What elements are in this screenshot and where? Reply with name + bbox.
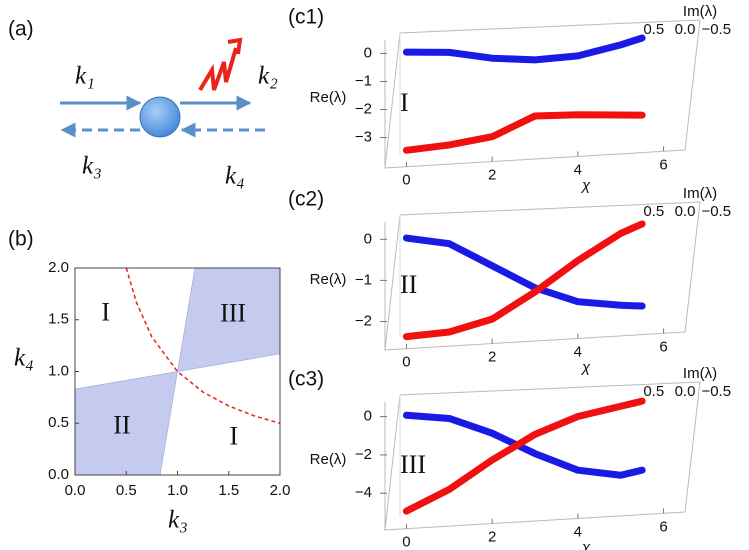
curve: [402, 397, 646, 515]
y-tick-label: 0: [364, 230, 372, 247]
k-label: k₁: [75, 63, 95, 90]
box: [384, 381, 701, 531]
curve: [402, 220, 646, 341]
y-tick-label: −1: [355, 72, 372, 89]
x-axis-label: χ: [580, 359, 591, 376]
panel-label: (a): [8, 18, 34, 41]
z-axis-label: Im(λ): [683, 185, 717, 202]
curve: [125, 267, 281, 424]
y-tick-label: −2: [355, 446, 372, 463]
box: [384, 201, 701, 351]
z-tick-label: 0.5: [643, 21, 664, 38]
y-tick-label: −2: [355, 312, 372, 329]
z-tick-label: 0.5: [643, 203, 664, 220]
y-tick-label: 0.0: [48, 466, 69, 483]
region-label: III: [400, 450, 426, 479]
x-tick-label: 1.0: [167, 482, 188, 499]
z-axis-label: Im(λ): [683, 365, 717, 382]
x-tick-label: 2: [488, 167, 496, 184]
z-tick-label: −0.5: [701, 21, 731, 38]
k-label: k₃: [82, 153, 102, 180]
y-tick-label: −4: [355, 484, 372, 501]
x-tick-label: 4: [574, 523, 582, 540]
z-tick-label: −0.5: [701, 203, 731, 220]
z-tick-label: 0.0: [675, 21, 696, 38]
photon: [198, 37, 243, 92]
z-axis-label: Im(λ): [683, 3, 717, 20]
box: [384, 19, 701, 169]
x-tick-label: 0: [402, 172, 410, 189]
region-label: I: [230, 422, 239, 451]
x-tick-label: 0: [402, 534, 410, 550]
panel-label: (c2): [288, 188, 324, 211]
y-tick-label: 0.5: [48, 414, 69, 431]
y-tick-label: −3: [355, 129, 372, 146]
curve: [402, 111, 646, 154]
x-tick-label: 2.0: [270, 482, 291, 499]
x-tick-label: 4: [574, 343, 582, 360]
z-tick-label: 0.5: [643, 383, 664, 400]
x-tick-label: 1.5: [218, 482, 239, 499]
y-axis-label: k₄: [14, 345, 34, 372]
x-tick-label: 0.5: [116, 482, 137, 499]
x-tick-label: 6: [659, 156, 667, 173]
x-tick-label: 4: [574, 161, 582, 178]
x-tick-label: 0.0: [65, 482, 86, 499]
curve: [402, 34, 646, 64]
x-tick-label: 6: [659, 518, 667, 535]
y-tick-label: 1.5: [48, 311, 69, 328]
x-axis-label: χ: [580, 177, 591, 194]
region-label: III: [220, 298, 246, 327]
curve: [402, 411, 646, 479]
x-tick-label: 0: [402, 354, 410, 371]
y-axis-label: Re(λ): [310, 271, 347, 288]
k-label: k₄: [225, 163, 245, 190]
z-tick-label: 0.0: [675, 203, 696, 220]
x-tick-label: 2: [488, 349, 496, 366]
x-tick-label: 6: [659, 338, 667, 355]
y-tick-label: 2.0: [48, 259, 69, 276]
x-axis-label: χ: [580, 539, 591, 550]
y-tick-label: 1.0: [48, 362, 69, 379]
panel-label: (b): [8, 228, 34, 251]
y-axis-label: Re(λ): [310, 89, 347, 106]
y-axis-label: Re(λ): [310, 451, 347, 468]
panel-label: (c1): [288, 6, 324, 29]
z-tick-label: −0.5: [701, 383, 731, 400]
particle: [139, 96, 181, 138]
panel-a: (a) k₁ k₂ k₃ k₄: [8, 18, 278, 190]
z-tick-label: 0.0: [675, 383, 696, 400]
y-tick-label: 0: [364, 44, 372, 61]
panel-label: (c3): [288, 368, 324, 391]
y-tick-label: 0: [364, 408, 372, 425]
k-label: k₂: [258, 63, 278, 90]
x-tick-label: 2: [488, 529, 496, 546]
region-label: I: [101, 298, 110, 327]
x-axis-label: k₃: [168, 507, 188, 534]
region-label: I: [400, 88, 409, 117]
region-label: II: [400, 270, 417, 299]
y-tick-label: −1: [355, 271, 372, 288]
y-tick-label: −2: [355, 100, 372, 117]
region-label: II: [113, 411, 130, 440]
